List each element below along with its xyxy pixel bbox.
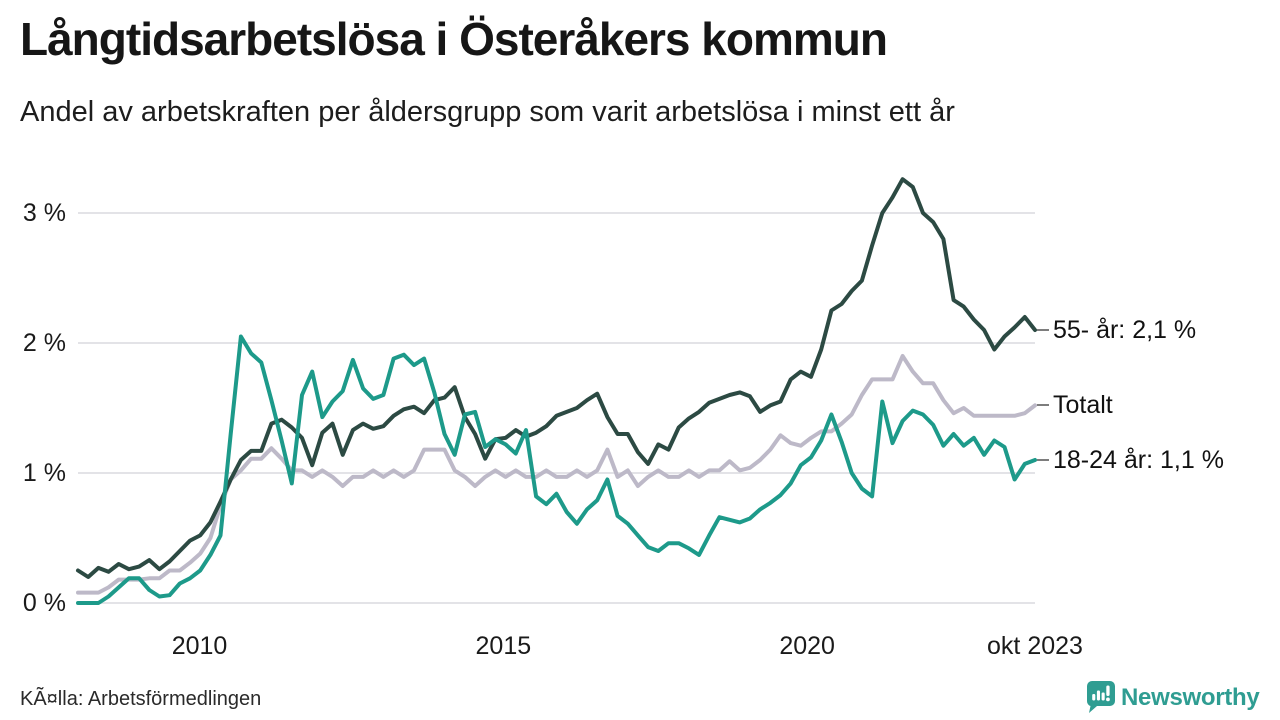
page-title: Långtidsarbetslösa i Österåkers kommun bbox=[20, 13, 888, 65]
series-line-55-r bbox=[76, 177, 1037, 579]
series-line-18-24-r bbox=[76, 334, 1037, 605]
y-axis-label-0: 0 % bbox=[22, 589, 66, 617]
series-label-totalt: Totalt bbox=[1053, 391, 1113, 420]
series-label-18-24-ar: 18-24 år: 1,1 % bbox=[1053, 446, 1224, 474]
label-leader-totalt bbox=[1037, 404, 1049, 407]
series-label-55-ar: 55- år: 2,1 % bbox=[1053, 316, 1197, 344]
page-subtitle: Andel av arbetskraften per åldersgrupp s… bbox=[20, 96, 955, 128]
y-axis-label-1: 1 % bbox=[22, 459, 66, 487]
y-axis-label-3: 3 % bbox=[22, 199, 66, 227]
label-leader-55-ar bbox=[1037, 329, 1049, 331]
y-axis-label-2: 2 % bbox=[22, 329, 66, 357]
x-axis-label-okt-2023: okt 2023 bbox=[987, 632, 1083, 660]
source-note: KÃ¤lla: Arbetsförmedlingen bbox=[20, 688, 262, 710]
series-line-totalt bbox=[76, 354, 1037, 595]
newsworthy-logo-text: Newsworthy bbox=[1121, 684, 1260, 711]
x-axis-label-2020: 2020 bbox=[779, 632, 835, 660]
x-axis-label-2015: 2015 bbox=[475, 632, 532, 660]
x-axis-label-2010: 2010 bbox=[171, 632, 228, 660]
newsworthy-logo-icon bbox=[1086, 681, 1115, 713]
label-leader-18-24-ar bbox=[1037, 459, 1049, 461]
gridlines bbox=[78, 212, 1035, 604]
